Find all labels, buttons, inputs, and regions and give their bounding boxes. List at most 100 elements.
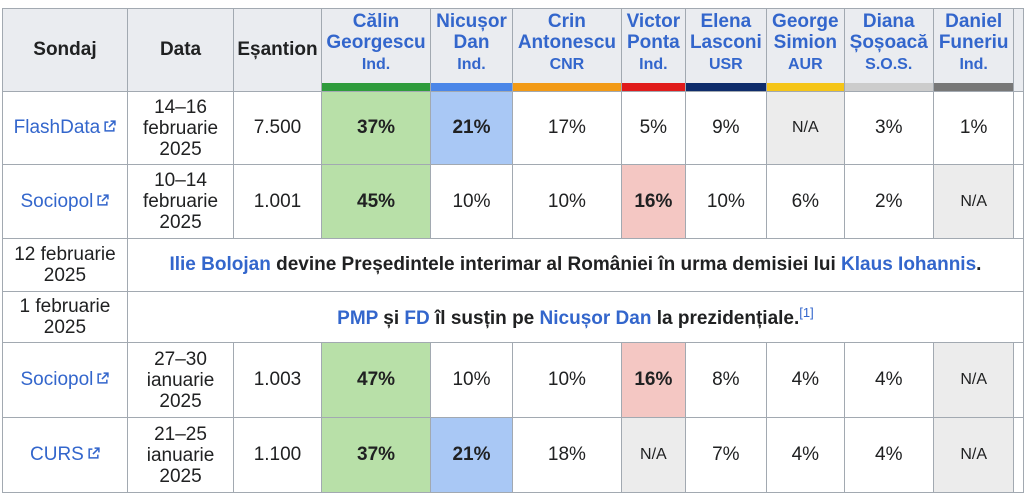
candidate-party[interactable]: Ind. bbox=[361, 56, 391, 73]
candidate-party[interactable]: Ind. bbox=[457, 56, 486, 73]
candidate-last-name[interactable]: Dan bbox=[453, 32, 490, 53]
external-link-icon bbox=[104, 120, 116, 132]
candidate-color-bar bbox=[767, 83, 844, 91]
col-header-candidate[interactable]: Victor Ponta Ind. bbox=[621, 8, 686, 92]
col-header-pollster[interactable]: Sondaj bbox=[2, 8, 128, 92]
candidate-last-name[interactable]: Simion bbox=[773, 32, 837, 53]
pollster-link[interactable]: Sociopol bbox=[20, 369, 94, 390]
candidate-last-name[interactable]: Ponta bbox=[626, 32, 680, 53]
pollster-link[interactable]: FlashData bbox=[13, 117, 101, 138]
overflow-cell bbox=[1013, 164, 1024, 239]
candidate-party[interactable]: S.O.S. bbox=[865, 56, 913, 73]
candidate-party[interactable]: USR bbox=[708, 56, 743, 73]
event-description: Ilie Bolojan devine Președintele interim… bbox=[126, 238, 1024, 292]
pollster-cell: Sociopol bbox=[2, 164, 128, 239]
candidate-color-bar bbox=[934, 83, 1013, 91]
date-year: 2025 bbox=[159, 212, 202, 233]
date-month: ianuarie bbox=[146, 369, 215, 391]
candidate-first-name[interactable]: Călin bbox=[352, 11, 400, 32]
candidate-first-name[interactable]: Elena bbox=[700, 11, 752, 32]
value-cell: 1% bbox=[932, 91, 1015, 165]
value-cell: 10% bbox=[511, 342, 623, 418]
date-year: 2025 bbox=[159, 465, 202, 487]
candidate-first-name[interactable]: Victor bbox=[626, 11, 681, 32]
value-cell: N/A bbox=[766, 91, 845, 165]
candidate-last-name[interactable]: Antonescu bbox=[517, 32, 616, 53]
candidate-color-bar bbox=[622, 83, 685, 91]
event-link[interactable]: PMP bbox=[337, 307, 378, 329]
candidate-party[interactable]: AUR bbox=[787, 56, 823, 73]
sample-cell: 1.003 bbox=[233, 342, 322, 418]
value-cell: 2% bbox=[843, 164, 934, 239]
value-cell: 9% bbox=[684, 91, 768, 165]
event-date-day: 12 februarie bbox=[14, 244, 116, 265]
overflow-cell bbox=[1013, 342, 1024, 418]
col-header-date[interactable]: Data bbox=[126, 8, 235, 92]
value-cell: 17% bbox=[511, 91, 623, 165]
event-date-cell: 12 februarie 2025 bbox=[2, 238, 128, 292]
col-header-candidate[interactable]: Crin Antonescu CNR bbox=[511, 8, 623, 92]
event-text: . bbox=[976, 254, 982, 275]
event-text: îl susțin pe bbox=[429, 307, 540, 329]
candidate-party[interactable]: CNR bbox=[549, 56, 585, 73]
value-cell: 10% bbox=[684, 164, 768, 239]
value-cell: 45% bbox=[320, 164, 432, 239]
event-text: la prezidențiale. bbox=[651, 307, 800, 329]
candidate-color-bar bbox=[845, 83, 933, 91]
pollster-cell: FlashData bbox=[2, 91, 128, 165]
col-header-candidate[interactable]: Daniel Funeriu Ind. bbox=[932, 8, 1015, 92]
candidate-first-name[interactable]: Nicușor bbox=[436, 11, 507, 32]
external-link-icon bbox=[97, 372, 110, 384]
date-month: februarie bbox=[143, 191, 219, 212]
overflow-cell bbox=[1013, 417, 1024, 493]
date-range: 14–16 bbox=[154, 96, 207, 118]
event-link[interactable]: Klaus Iohannis bbox=[841, 254, 977, 275]
event-link[interactable]: Ilie Bolojan bbox=[169, 254, 271, 275]
date-cell: 21–25 ianuarie 2025 bbox=[126, 417, 235, 493]
candidate-last-name[interactable]: Șoșoacă bbox=[849, 32, 928, 53]
value-cell: N/A bbox=[621, 417, 686, 493]
pollster-link[interactable]: Sociopol bbox=[20, 190, 94, 212]
candidate-party[interactable]: Ind. bbox=[959, 56, 988, 73]
candidate-last-name[interactable]: Funeriu bbox=[938, 32, 1009, 53]
candidate-first-name[interactable]: Diana bbox=[862, 11, 915, 32]
value-cell: 5% bbox=[621, 91, 686, 165]
event-row: 12 februarie 2025 Ilie Bolojan devine Pre… bbox=[2, 238, 1024, 292]
value-cell: 47% bbox=[320, 342, 432, 418]
candidate-party[interactable]: Ind. bbox=[639, 56, 668, 73]
table-row: FlashData 14–16 februarie 2025 7.500 37% 2… bbox=[2, 91, 1024, 165]
sample-cell: 1.001 bbox=[233, 164, 322, 239]
candidate-first-name[interactable]: George bbox=[772, 11, 839, 32]
value-cell: 18% bbox=[511, 417, 623, 493]
candidate-last-name[interactable]: Georgescu bbox=[326, 32, 426, 53]
candidate-last-name[interactable]: Lasconi bbox=[689, 32, 762, 53]
col-header-candidate[interactable]: Nicușor Dan Ind. bbox=[430, 8, 513, 92]
pollster-link[interactable]: CURS bbox=[30, 444, 84, 465]
col-header-candidate[interactable]: Elena Lasconi USR bbox=[684, 8, 768, 92]
candidate-first-name[interactable]: Daniel bbox=[945, 11, 1003, 32]
event-link[interactable]: FD bbox=[404, 307, 430, 329]
event-date-day: 1 februarie bbox=[19, 296, 111, 317]
event-date-cell: 1 februarie 2025 bbox=[2, 291, 128, 343]
date-month: februarie bbox=[143, 117, 219, 139]
col-header-candidate[interactable]: Călin Georgescu Ind. bbox=[320, 8, 432, 92]
date-year: 2025 bbox=[159, 138, 202, 160]
value-cell: 4% bbox=[766, 417, 845, 493]
col-header-candidate[interactable]: Diana Șoșoacă S.O.S. bbox=[843, 8, 934, 92]
date-cell: 14–16 februarie 2025 bbox=[126, 91, 235, 165]
value-cell: 21% bbox=[430, 417, 513, 493]
sample-cell: 7.500 bbox=[233, 91, 322, 165]
value-cell: 4% bbox=[766, 342, 845, 418]
pollster-cell: Sociopol bbox=[2, 342, 128, 418]
date-range: 10–14 bbox=[154, 170, 207, 191]
candidate-first-name[interactable]: Crin bbox=[547, 11, 586, 32]
event-link[interactable]: Nicușor Dan bbox=[539, 307, 652, 329]
col-header-candidate[interactable]: George Simion AUR bbox=[766, 8, 845, 92]
col-header-sample[interactable]: Eșantion bbox=[233, 8, 322, 92]
reference-link[interactable]: [1] bbox=[799, 304, 814, 320]
event-text: devine Președintele interimar al Românie… bbox=[270, 254, 842, 275]
value-cell: 16% bbox=[621, 342, 686, 418]
poll-table: Sondaj Data Eșantion Călin Georgescu Ind… bbox=[2, 8, 1024, 493]
date-range: 27–30 bbox=[154, 348, 207, 370]
sample-cell: 1.100 bbox=[233, 417, 322, 493]
